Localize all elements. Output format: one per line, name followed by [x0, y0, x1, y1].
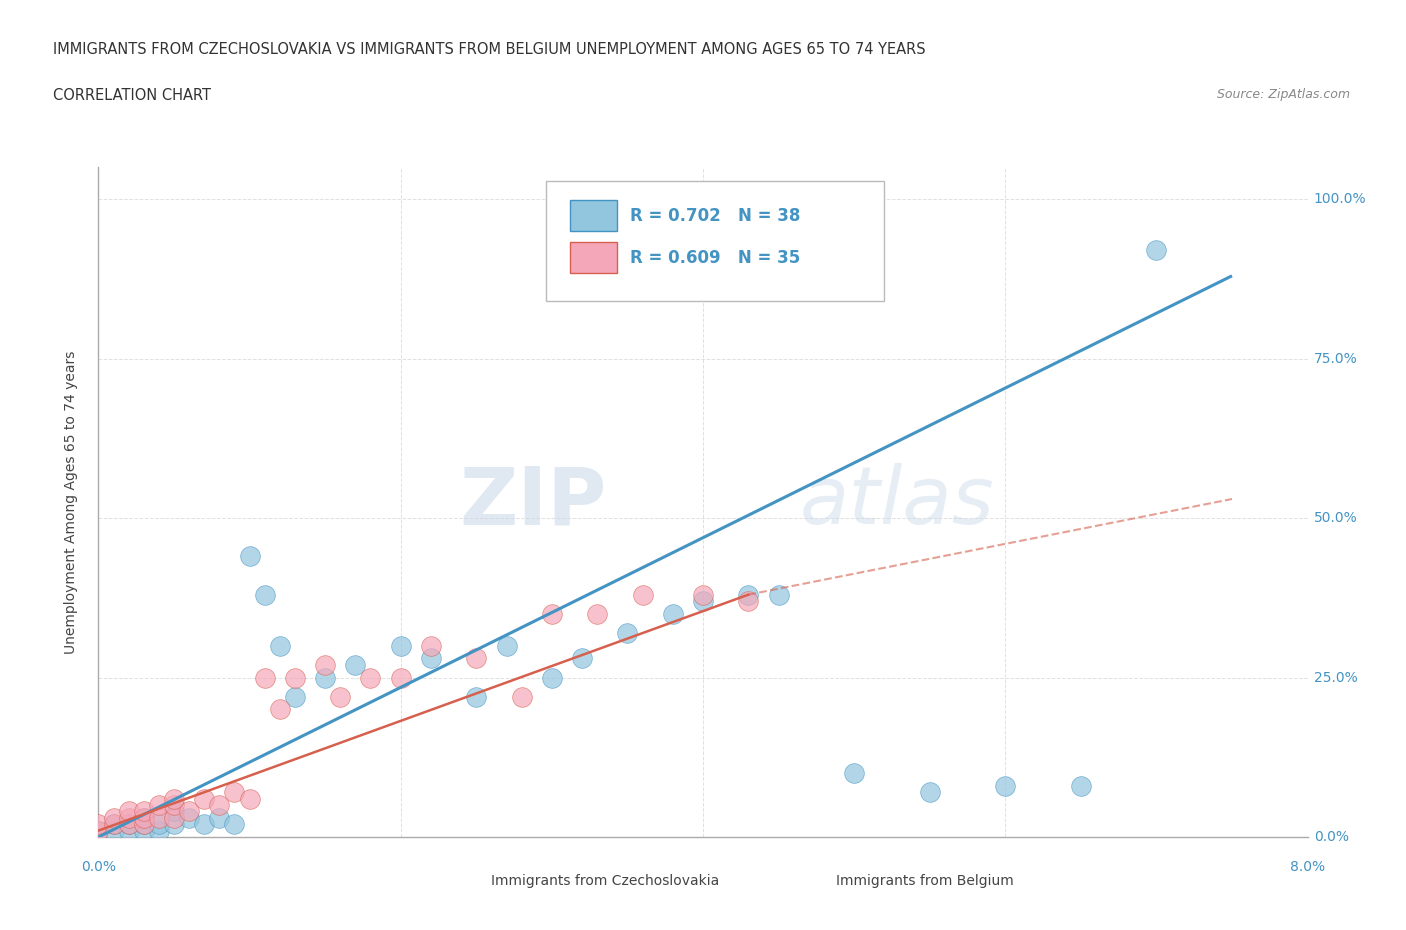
Point [329, 689, 352, 704]
Point [132, 817, 155, 831]
Point [389, 638, 412, 653]
Point [389, 671, 412, 685]
Text: 0.0%: 0.0% [82, 860, 115, 874]
Point [510, 689, 533, 704]
Point [118, 817, 141, 831]
Point [163, 804, 186, 819]
Point [87, 817, 110, 831]
Text: 8.0%: 8.0% [1291, 860, 1324, 874]
Point [103, 823, 125, 838]
FancyBboxPatch shape [569, 243, 617, 273]
Point [118, 804, 141, 819]
FancyBboxPatch shape [785, 865, 831, 896]
Y-axis label: Unemployment Among Ages 65 to 74 years: Unemployment Among Ages 65 to 74 years [63, 351, 77, 654]
Point [163, 817, 186, 831]
Point [132, 804, 155, 819]
Point [224, 817, 246, 831]
Point [918, 785, 941, 800]
Point [994, 778, 1017, 793]
FancyBboxPatch shape [546, 180, 884, 301]
Point [148, 810, 170, 825]
Text: 75.0%: 75.0% [1313, 352, 1357, 365]
Point [284, 689, 307, 704]
Point [314, 671, 336, 685]
Point [419, 638, 441, 653]
Point [631, 587, 654, 602]
Point [737, 593, 759, 608]
Point [148, 798, 170, 813]
Point [419, 651, 441, 666]
Text: R = 0.702   N = 38: R = 0.702 N = 38 [630, 206, 801, 225]
Text: Immigrants from Czechoslovakia: Immigrants from Czechoslovakia [492, 873, 720, 887]
Point [540, 606, 562, 621]
Text: CORRELATION CHART: CORRELATION CHART [53, 88, 211, 103]
Point [344, 658, 367, 672]
Point [179, 810, 201, 825]
Text: Source: ZipAtlas.com: Source: ZipAtlas.com [1216, 88, 1350, 101]
Point [465, 651, 488, 666]
Point [616, 626, 638, 641]
Point [239, 791, 262, 806]
Point [208, 798, 231, 813]
Point [1144, 243, 1167, 258]
Point [103, 817, 125, 831]
Point [132, 823, 155, 838]
FancyBboxPatch shape [569, 200, 617, 231]
Point [118, 823, 141, 838]
Point [132, 810, 155, 825]
Point [540, 671, 562, 685]
Point [179, 804, 201, 819]
Text: ZIP: ZIP [458, 463, 606, 541]
Text: 0.0%: 0.0% [1313, 830, 1348, 844]
Point [193, 791, 215, 806]
Point [253, 671, 276, 685]
Point [586, 606, 609, 621]
Point [103, 817, 125, 831]
Point [1070, 778, 1092, 793]
Point [844, 765, 866, 780]
Point [118, 810, 141, 825]
Point [224, 785, 246, 800]
Point [661, 606, 683, 621]
Text: 50.0%: 50.0% [1313, 512, 1357, 525]
Point [269, 702, 291, 717]
Text: 25.0%: 25.0% [1313, 671, 1357, 684]
Point [163, 791, 186, 806]
Point [193, 817, 215, 831]
Point [103, 810, 125, 825]
Point [87, 823, 110, 838]
Point [571, 651, 593, 666]
Text: 100.0%: 100.0% [1313, 193, 1367, 206]
Text: IMMIGRANTS FROM CZECHOSLOVAKIA VS IMMIGRANTS FROM BELGIUM UNEMPLOYMENT AMONG AGE: IMMIGRANTS FROM CZECHOSLOVAKIA VS IMMIGR… [53, 42, 927, 57]
Text: atlas: atlas [800, 463, 994, 541]
Point [132, 810, 155, 825]
Text: R = 0.609   N = 35: R = 0.609 N = 35 [630, 249, 800, 267]
Point [87, 823, 110, 838]
Point [239, 549, 262, 564]
Point [465, 689, 488, 704]
Point [163, 810, 186, 825]
Point [692, 587, 714, 602]
Point [359, 671, 381, 685]
Point [148, 817, 170, 831]
Point [737, 587, 759, 602]
Point [208, 810, 231, 825]
Point [118, 817, 141, 831]
Point [132, 817, 155, 831]
Point [768, 587, 790, 602]
Point [163, 798, 186, 813]
Point [314, 658, 336, 672]
Point [253, 587, 276, 602]
Point [692, 593, 714, 608]
Point [495, 638, 517, 653]
Point [148, 823, 170, 838]
Point [269, 638, 291, 653]
Point [284, 671, 307, 685]
FancyBboxPatch shape [440, 865, 486, 896]
Text: Immigrants from Belgium: Immigrants from Belgium [837, 873, 1014, 887]
